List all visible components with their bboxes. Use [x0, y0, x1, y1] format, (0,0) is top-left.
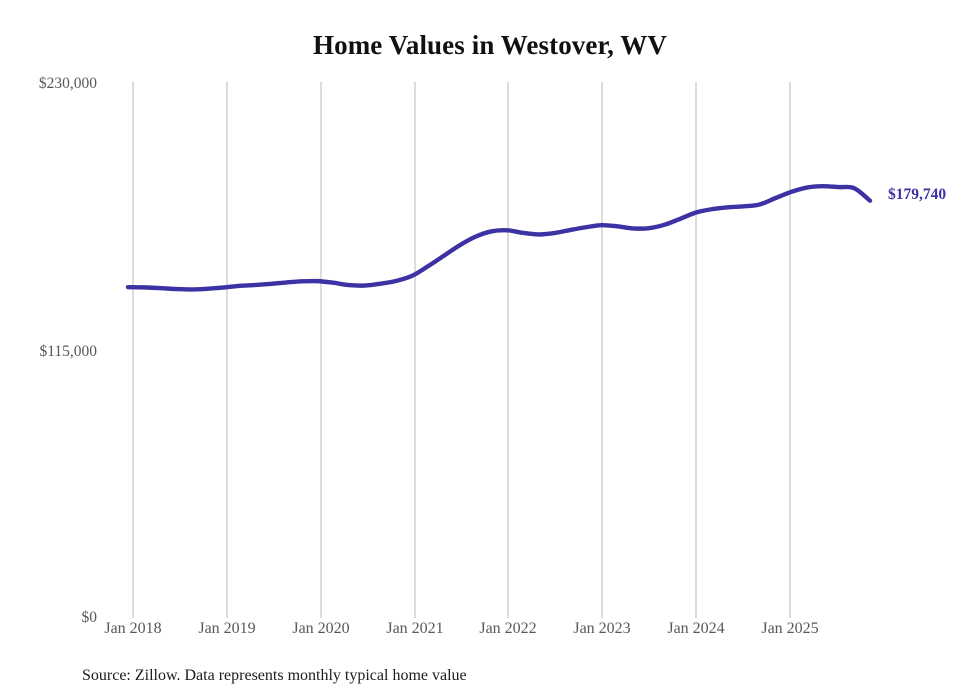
x-axis-tick-label-jan-2025: Jan 2025	[761, 620, 819, 637]
chart-title: Home Values in Westover, WV	[313, 30, 667, 60]
x-axis-tick-label-jan-2020: Jan 2020	[292, 620, 350, 637]
x-axis-tick-label-jan-2018: Jan 2018	[104, 620, 162, 637]
y-axis-tick-label-mid: $115,000	[39, 343, 97, 360]
y-axis-tick-label-max: $230,000	[38, 75, 97, 92]
y-axis-tick-label-zero: $0	[81, 609, 98, 626]
x-axis-tick-label-jan-2023: Jan 2023	[573, 620, 631, 637]
x-axis-tick-label-jan-2019: Jan 2019	[198, 620, 256, 637]
x-axis-tick-label-jan-2022: Jan 2022	[479, 620, 537, 637]
gridline-group	[132, 82, 791, 618]
x-axis-tick-label-jan-2021: Jan 2021	[386, 620, 444, 637]
x-axis-tick-label-jan-2024: Jan 2024	[667, 620, 725, 637]
series-end-value-label: $179,740	[888, 186, 947, 203]
source-note: Source: Zillow. Data represents monthly …	[82, 667, 467, 684]
data-line-typical-home-value	[125, 183, 873, 292]
